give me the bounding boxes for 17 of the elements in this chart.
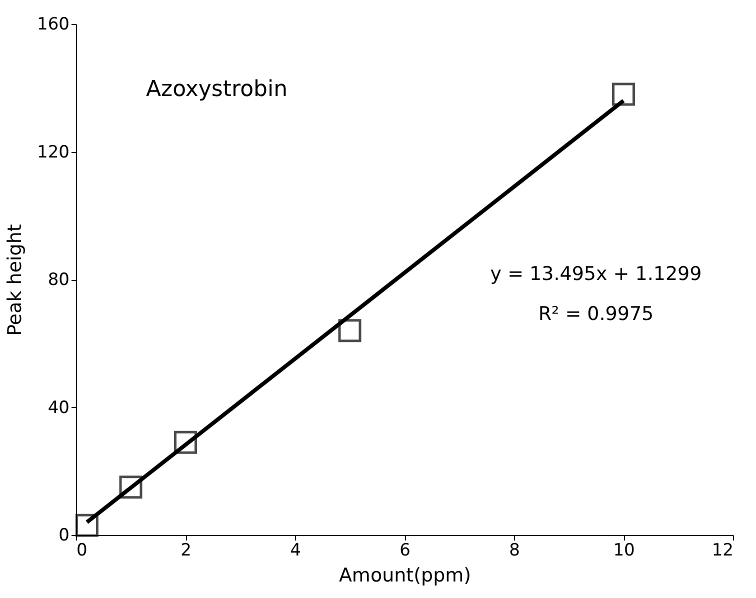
annotation: y = 13.495x + 1.1299: [490, 263, 702, 285]
x-tick-label: 8: [509, 540, 520, 560]
x-tick-label: 4: [290, 540, 301, 560]
y-tick-label: 0: [58, 526, 70, 546]
x-tick-label: 10: [613, 540, 635, 560]
annotation: Azoxystrobin: [146, 77, 288, 102]
x-axis-title: Amount(ppm): [338, 564, 472, 586]
x-tick-label: 6: [400, 540, 410, 560]
x-tick-label: 2: [180, 540, 192, 560]
annotation: R² = 0.9975: [538, 303, 654, 325]
y-axis-title: Peak height: [4, 224, 26, 336]
x-tick-label: 12: [712, 540, 734, 560]
y-tick-label: 160: [37, 14, 70, 34]
y-tick-label: 80: [48, 270, 70, 290]
y-tick-label: 40: [48, 398, 70, 418]
x-tick-label: 0: [76, 540, 88, 560]
y-tick-label: 120: [37, 142, 70, 162]
